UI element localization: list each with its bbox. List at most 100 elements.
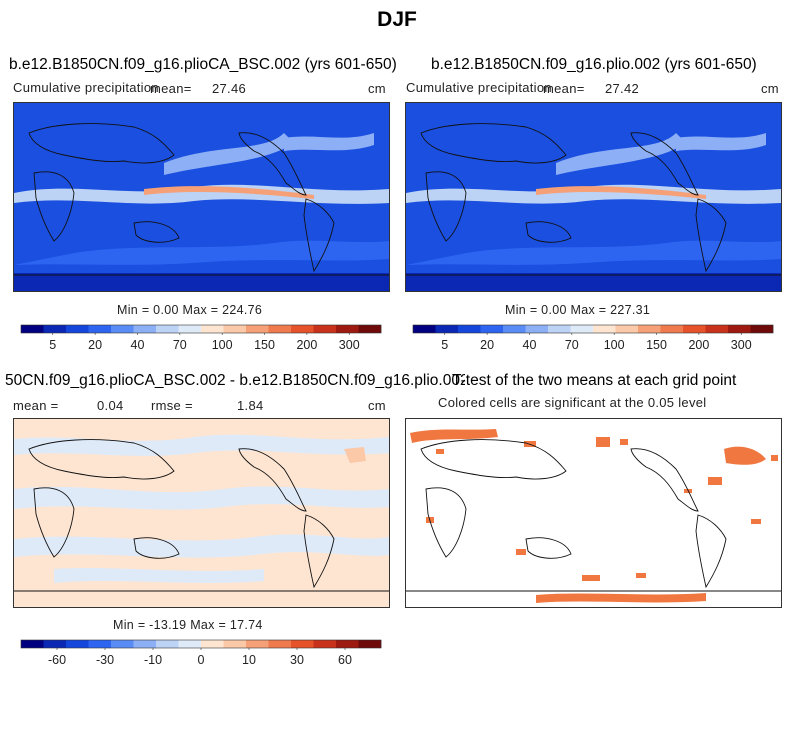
itcz-band: [14, 184, 389, 204]
colorbar-tick-label: -10: [144, 653, 162, 667]
colorbar-tick-label: 30: [290, 653, 304, 667]
colorbar-frame: [412, 324, 774, 334]
colorbar-swatch: [246, 325, 269, 333]
panel1-map-field: [14, 103, 389, 291]
colorbar-swatch: [268, 640, 292, 648]
colorbar-tick-label: 200: [296, 338, 317, 352]
colorbar-tick-label: 40: [131, 338, 145, 352]
storm-track-pacific: [556, 133, 686, 175]
panel4-map: [405, 418, 782, 608]
colorbar-swatch: [223, 325, 247, 333]
panel2-mean-value: 27.42: [605, 81, 640, 96]
antarctic-field: [14, 273, 389, 291]
colorbar-swatch: [111, 640, 134, 648]
colorbar-swatch: [435, 325, 459, 333]
panel1-subtitle: Cumulative precipitation: [13, 80, 159, 95]
sig-cell: [636, 573, 646, 578]
colorbar-swatch: [593, 325, 616, 333]
itcz-core: [144, 186, 314, 199]
diff-band-4: [54, 568, 264, 583]
panel3-title: 50CN.f09_g16.plioCA_BSC.002 - b.e12.B185…: [5, 372, 465, 389]
colorbar-swatch: [336, 325, 359, 333]
colorbar-tick-label: 300: [339, 338, 360, 352]
itcz-core: [536, 186, 706, 199]
panel3-minmax: Min = -13.19 Max = 17.74: [113, 618, 263, 632]
panel3-mean-label: mean =: [13, 398, 59, 413]
coastlines: [14, 123, 389, 276]
southern-band: [14, 240, 389, 265]
colorbar-swatch: [313, 325, 337, 333]
colorbar-tick-label: 300: [731, 338, 752, 352]
colorbar-swatch: [683, 325, 706, 333]
colorbar-swatch: [43, 325, 67, 333]
colorbar-tick-label: 0: [198, 653, 205, 667]
panel2-title: b.e12.B1850CN.f09_g16.plio.002 (yrs 601-…: [431, 56, 757, 73]
colorbar-tick-label: 60: [338, 653, 352, 667]
panel2-colorbar-svg: 5 20 40 70 100 150 200 300: [412, 324, 774, 352]
panel1-colorbar-svg: 5 20 40 70 100 150 200 300: [20, 324, 382, 352]
colorbar-tick-label: 70: [565, 338, 579, 352]
colorbar-tick-label: 20: [480, 338, 494, 352]
colorbar-swatch: [88, 640, 112, 648]
coastlines: [406, 123, 781, 276]
sig-cell: [582, 575, 600, 581]
colorbar-tick-label: 5: [49, 338, 56, 352]
coastlines: [406, 439, 781, 592]
sig-cell: [410, 429, 498, 443]
sig-cell: [436, 449, 444, 454]
sig-cell: [596, 437, 610, 447]
colorbar-swatch: [246, 640, 269, 648]
colorbar-swatch: [750, 325, 774, 333]
storm-track-atlantic: [676, 133, 766, 151]
figure-title: DJF: [377, 8, 417, 31]
panel4-subtitle: Colored cells are significant at the 0.0…: [438, 395, 707, 410]
sig-cell: [724, 446, 766, 465]
panel4-map-field: [406, 419, 781, 607]
panel1-map: [13, 102, 390, 292]
colorbar-swatch: [268, 325, 292, 333]
colorbar-tick-label: 40: [523, 338, 537, 352]
colorbar-tick-label: 150: [254, 338, 275, 352]
colorbar-swatch: [413, 325, 436, 333]
colorbar-swatch: [223, 640, 247, 648]
panel1-units: cm: [368, 81, 386, 96]
panel4-title: T-test of the two means at each grid poi…: [452, 372, 737, 389]
colorbar-swatch: [133, 325, 157, 333]
colorbar-swatch: [660, 325, 684, 333]
colorbar-tick-label: 70: [173, 338, 187, 352]
colorbar-swatch: [358, 640, 382, 648]
colorbar-swatch: [156, 640, 179, 648]
colorbar-swatch: [178, 640, 202, 648]
colorbar-tick-label: -30: [96, 653, 114, 667]
diff-positive-patch: [344, 447, 366, 463]
panel2-minmax: Min = 0.00 Max = 227.31: [505, 303, 651, 317]
storm-track-pacific: [164, 133, 294, 175]
colorbar-tick-label: 20: [88, 338, 102, 352]
panel3-rmse-value: 1.84: [237, 398, 264, 413]
colorbar-swatch: [705, 325, 729, 333]
colorbar-swatch: [291, 325, 314, 333]
colorbar-swatch: [21, 640, 44, 648]
colorbar-tick-label: -60: [48, 653, 66, 667]
sig-cell: [751, 519, 761, 524]
panel2-map-field: [406, 103, 781, 291]
colorbar-swatch: [313, 640, 337, 648]
southern-band: [406, 240, 781, 265]
panel3-colorbar: -60 -30 -10 0 10 30 60: [20, 639, 382, 668]
colorbar-tick-label: 10: [242, 653, 256, 667]
colorbar-swatch: [570, 325, 594, 333]
panel1-mean-label: mean=: [150, 81, 192, 96]
colorbar-swatch: [615, 325, 639, 333]
panel2-subtitle: Cumulative precipitation: [406, 80, 552, 95]
sig-cell: [536, 593, 706, 603]
panel3-units: cm: [368, 398, 386, 413]
colorbar-swatch: [133, 640, 157, 648]
significant-cells: [410, 429, 778, 603]
colorbar-swatch: [178, 325, 202, 333]
panel1-colorbar: 5 20 40 70 100 150 200 300: [20, 324, 382, 353]
colorbar-swatch: [358, 325, 382, 333]
colorbar-swatch: [21, 325, 44, 333]
colorbar-tick-label: 150: [646, 338, 667, 352]
antarctic-field: [406, 273, 781, 291]
panel3-map-field: [14, 419, 389, 607]
